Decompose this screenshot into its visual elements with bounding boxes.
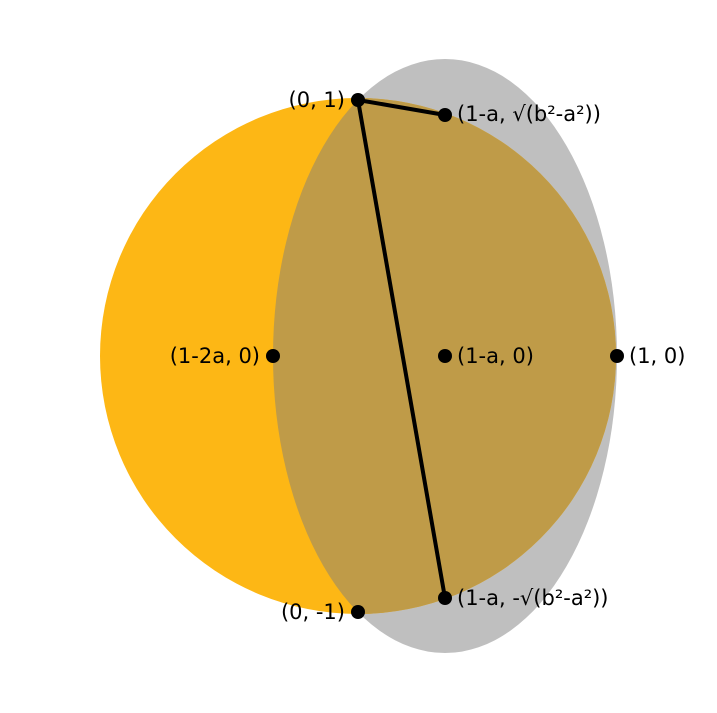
label-bottom: (0, -1) — [281, 600, 345, 624]
point-right — [610, 349, 624, 363]
label-left-vertex: (1-2a, 0) — [170, 344, 260, 368]
point-upper-ellipse — [438, 108, 452, 122]
segment-top-to-upper-point — [356, 98, 447, 117]
point-top — [351, 93, 365, 107]
point-left-vertex — [266, 349, 280, 363]
label-center: (1-a, 0) — [457, 344, 534, 368]
point-center — [438, 349, 452, 363]
label-upper-ellipse-point: (1-a, √(b²-a²)) — [457, 102, 601, 126]
point-lower-ellipse — [438, 591, 452, 605]
label-right: (1, 0) — [629, 344, 685, 368]
segment-top-to-lower-point — [356, 98, 447, 600]
point-bottom — [351, 605, 365, 619]
label-top: (0, 1) — [289, 88, 345, 112]
label-lower-ellipse-point: (1-a, -√(b²-a²)) — [457, 586, 609, 610]
